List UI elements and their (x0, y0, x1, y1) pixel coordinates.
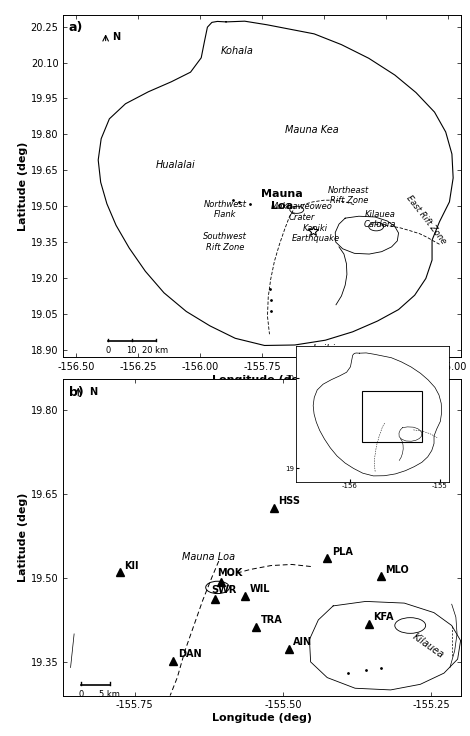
Text: Kohala: Kohala (221, 46, 254, 56)
Y-axis label: Latitude (deg): Latitude (deg) (18, 141, 28, 230)
Text: Kaoiki
Earthquake: Kaoiki Earthquake (291, 224, 339, 244)
Text: Mokuaweoweo
Crater: Mokuaweoweo Crater (271, 202, 333, 222)
Text: DAN: DAN (178, 649, 202, 659)
Text: Mauna
Loa: Mauna Loa (261, 189, 303, 211)
Text: WIL: WIL (250, 584, 271, 594)
Text: MLO: MLO (385, 565, 409, 575)
Text: N: N (89, 387, 97, 397)
Text: N: N (112, 32, 120, 43)
Text: AIN: AIN (293, 637, 313, 648)
Text: East Rift Zone: East Rift Zone (404, 194, 447, 245)
Text: Loihi: Loihi (313, 344, 336, 353)
Text: Mauna Kea: Mauna Kea (285, 124, 338, 135)
Text: 20 km: 20 km (142, 346, 169, 355)
Text: Southwest
Rift Zone: Southwest Rift Zone (203, 233, 247, 252)
Text: Northeast
Rift Zone: Northeast Rift Zone (328, 185, 369, 205)
Text: TRA: TRA (261, 615, 282, 625)
Y-axis label: Latitude (deg): Latitude (deg) (18, 492, 28, 582)
Text: 5 km: 5 km (99, 690, 120, 699)
Text: Hualalai: Hualalai (155, 160, 195, 171)
Text: HSS: HSS (279, 496, 301, 506)
X-axis label: Longitude (deg): Longitude (deg) (212, 713, 312, 723)
Text: Northwest
Flank: Northwest Flank (204, 200, 246, 219)
X-axis label: Longitude (deg): Longitude (deg) (212, 375, 312, 385)
Bar (362, 391, 422, 442)
Text: PLA: PLA (332, 547, 353, 556)
Text: b): b) (70, 386, 84, 400)
Text: SWR: SWR (212, 584, 237, 595)
Text: a): a) (69, 21, 83, 34)
Text: 0: 0 (78, 690, 84, 699)
Text: KFA: KFA (374, 612, 394, 622)
Text: 10: 10 (126, 346, 137, 355)
Text: Kilauea
Caldera: Kilauea Caldera (364, 210, 396, 229)
Text: KII: KII (125, 561, 139, 570)
Text: Mauna Loa: Mauna Loa (182, 551, 235, 562)
Text: MOK: MOK (218, 568, 243, 578)
Text: 0: 0 (105, 346, 111, 355)
Text: Kilauea: Kilauea (410, 631, 446, 661)
